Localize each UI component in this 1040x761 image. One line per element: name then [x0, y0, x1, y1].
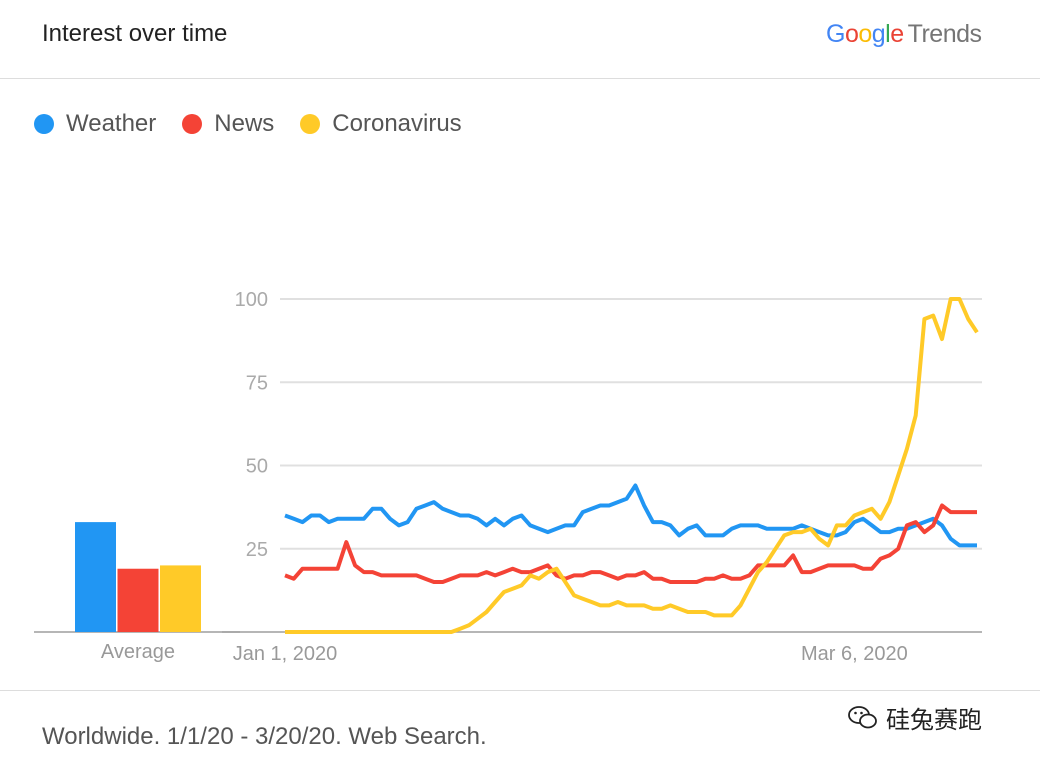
chart: 100 75 50 25 Jan 1, 2020 Mar 6, 2020 Average	[34, 289, 982, 665]
logo-letter: G	[826, 20, 845, 48]
y-tick-label: 50	[246, 456, 268, 478]
legend: Weather News Coronavirus	[34, 110, 462, 138]
legend-item[interactable]: News	[182, 110, 274, 138]
legend-label: Weather	[66, 110, 157, 137]
legend-dot	[34, 114, 54, 134]
legend-label: News	[214, 110, 275, 137]
legend-dot	[300, 114, 321, 134]
logo-letter: o	[844, 20, 859, 48]
average-bar	[117, 568, 159, 632]
watermark-text: 硅兔赛跑	[886, 707, 982, 734]
logo-suffix: Trends	[907, 20, 982, 48]
logo-letter: l	[885, 20, 891, 48]
series-line-coronavirus	[285, 297, 979, 634]
series-line-news	[284, 503, 977, 584]
legend-label: Coronavirus	[332, 110, 462, 137]
series-line-weather	[284, 483, 977, 548]
x-tick-label: Jan 1, 2020	[233, 643, 338, 665]
page-title: Interest over time	[42, 20, 228, 47]
y-tick-label: 100	[235, 289, 268, 311]
legend-item[interactable]: Weather	[34, 110, 156, 138]
y-tick-label: 75	[246, 372, 268, 394]
logo-letter: g	[871, 20, 886, 48]
wechat-icon	[848, 705, 877, 728]
google-trends-logo: Google Trends	[826, 20, 982, 49]
x-tick-label: Mar 6, 2020	[801, 643, 908, 665]
legend-item[interactable]: Coronavirus	[300, 110, 462, 138]
average-label: Average	[101, 641, 175, 663]
footer-text: Worldwide. 1/1/20 - 3/20/20. Web Search.	[42, 723, 487, 750]
logo-letter: e	[890, 20, 904, 48]
legend-dot	[182, 114, 203, 134]
divider	[0, 690, 1040, 691]
y-tick-label: 25	[246, 539, 268, 561]
logo-letter: o	[858, 20, 872, 48]
average-bar	[160, 565, 201, 632]
average-bar	[75, 522, 116, 632]
watermark: 硅兔赛跑	[848, 700, 982, 735]
divider	[0, 78, 1040, 79]
